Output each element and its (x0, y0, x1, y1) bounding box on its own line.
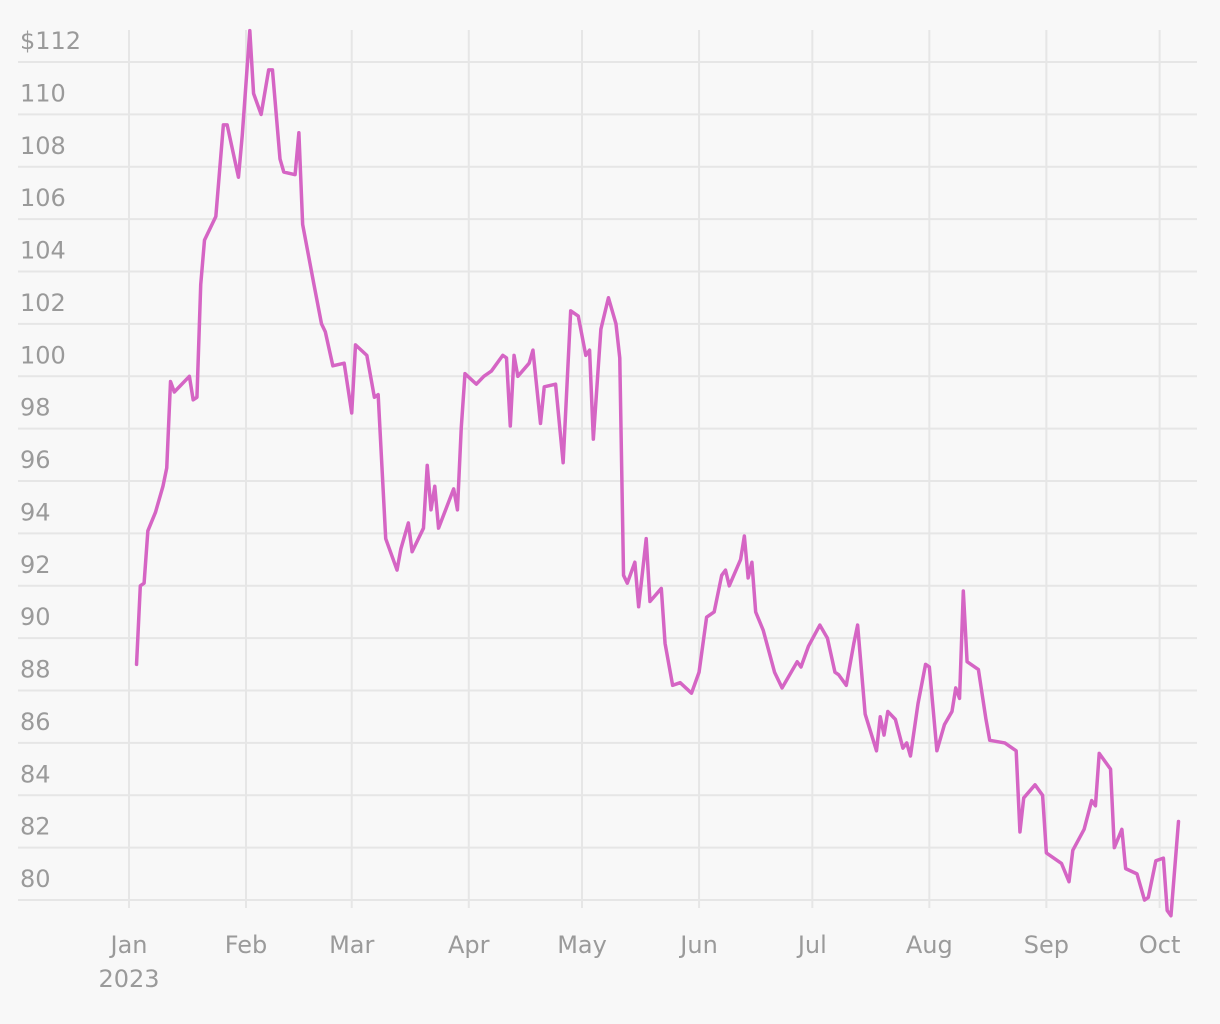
y-tick-label: 94 (20, 498, 51, 526)
x-tick-label: Aug (906, 931, 953, 959)
y-tick-label: 80 (20, 865, 51, 893)
y-tick-label: 108 (20, 132, 66, 160)
y-tick-label: 84 (20, 760, 51, 788)
x-tick-label: May (557, 931, 607, 959)
y-tick-label: 98 (20, 394, 51, 422)
y-tick-label: $112 (20, 27, 81, 55)
y-tick-label: 104 (20, 237, 66, 265)
x-year-label: 2023 (98, 965, 159, 993)
y-tick-label: 96 (20, 446, 51, 474)
x-tick-label: Jun (678, 931, 718, 959)
y-tick-label: 90 (20, 603, 51, 631)
x-tick-label: Sep (1024, 931, 1069, 959)
x-tick-label: Oct (1139, 931, 1181, 959)
y-tick-label: 100 (20, 341, 66, 369)
x-tick-label: Feb (225, 931, 268, 959)
y-tick-label: 106 (20, 184, 66, 212)
y-tick-label: 102 (20, 289, 66, 317)
x-tick-label: Mar (329, 931, 374, 959)
y-tick-label: 110 (20, 79, 66, 107)
x-tick-label: Apr (448, 931, 490, 959)
price-line (134, 28, 1181, 918)
y-tick-label: 88 (20, 656, 51, 684)
y-tick-label: 82 (20, 813, 51, 841)
y-tick-label: 92 (20, 551, 51, 579)
x-tick-label: Jul (796, 931, 827, 959)
y-tick-label: 86 (20, 708, 51, 736)
x-tick-label: Jan (108, 931, 147, 959)
